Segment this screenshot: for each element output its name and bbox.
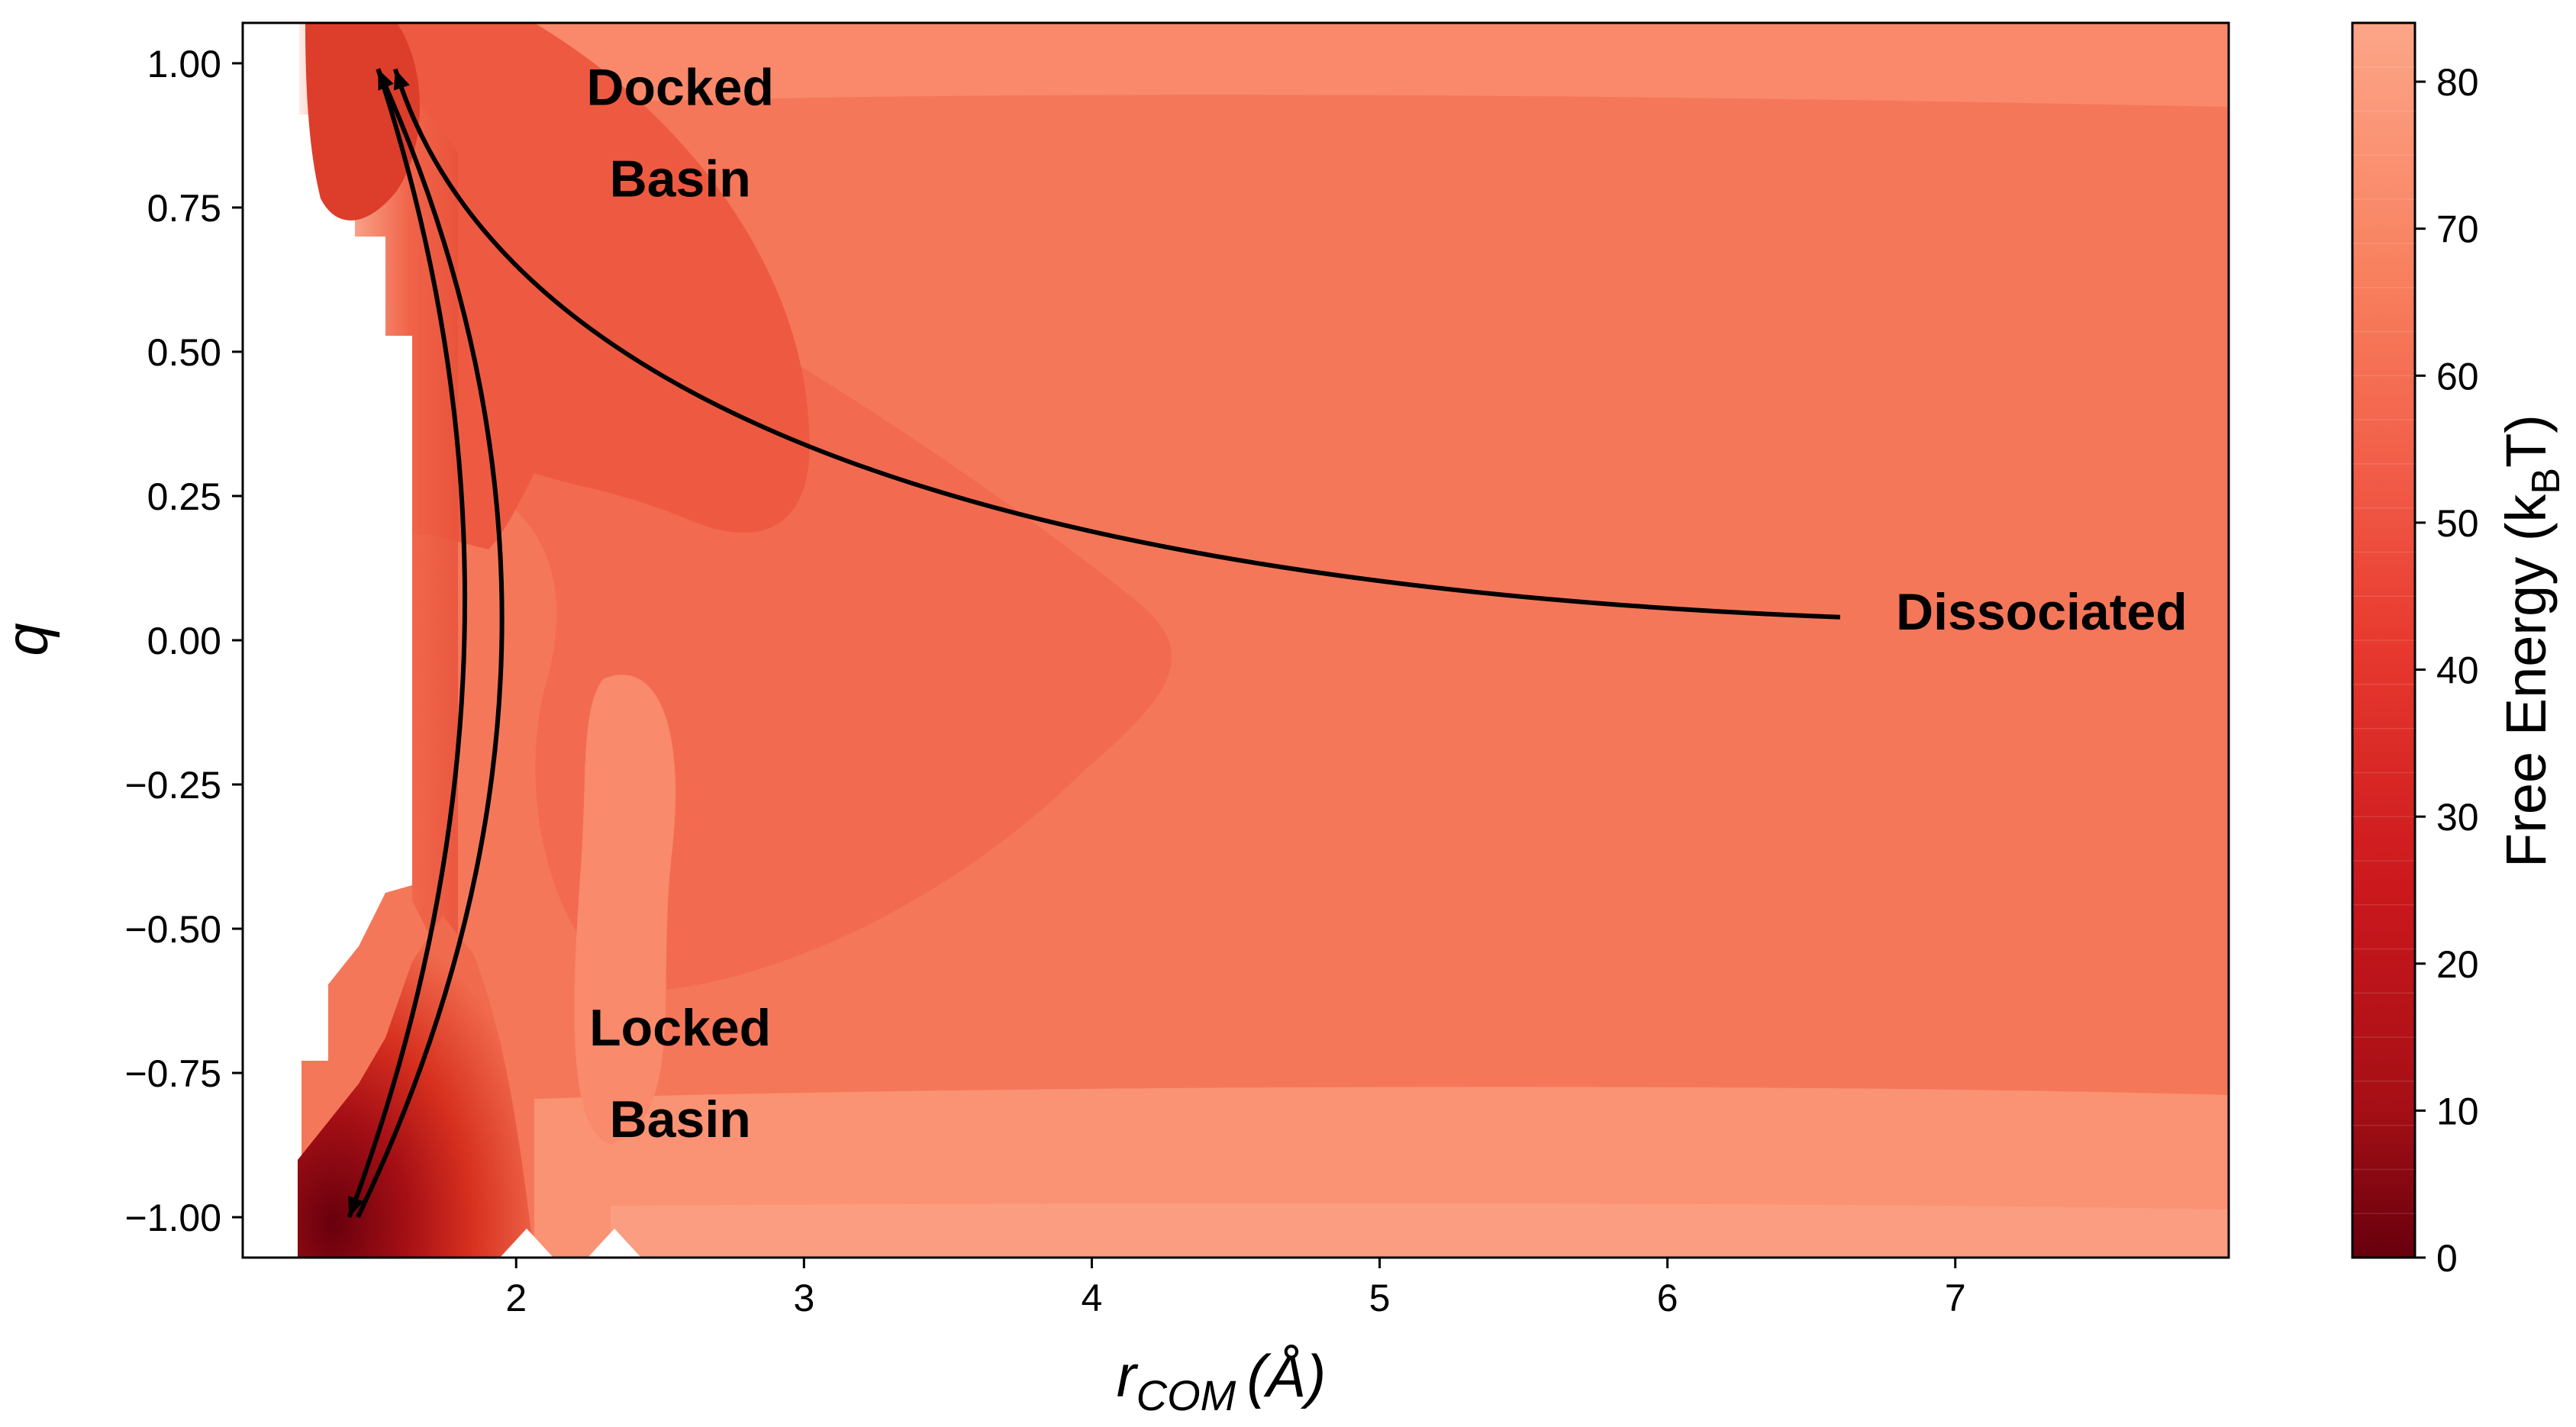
pathway-curve xyxy=(347,68,467,1219)
upper-light-band xyxy=(458,23,2229,107)
annotation-label: Dissociated xyxy=(1896,583,2188,641)
y-tick-label: 0.50 xyxy=(147,331,221,374)
y-tick-label: 0.75 xyxy=(147,187,221,230)
x-tick-label: 7 xyxy=(1945,1277,1966,1319)
pathway-curve xyxy=(392,68,1841,620)
colorbar-tick-label: 20 xyxy=(2436,943,2479,986)
bottom-notch-left xyxy=(500,1229,553,1258)
y-tick-label: −0.25 xyxy=(124,764,221,807)
colorbar-tick-label: 80 xyxy=(2436,61,2479,104)
colorbar-title: Free Energy (kBT) xyxy=(2494,414,2568,868)
y-tick-label: 0.25 xyxy=(147,475,221,518)
colorbar-tick-label: 50 xyxy=(2436,502,2479,545)
colorbar-tick-label: 40 xyxy=(2436,649,2479,692)
colorbar-tick-label: 30 xyxy=(2436,796,2479,839)
x-tick-label: 3 xyxy=(793,1277,814,1319)
x-axis-title: rCOM (Å) xyxy=(1117,1342,1327,1419)
colorbar-tick-label: 60 xyxy=(2436,355,2479,398)
pathway-arrows xyxy=(347,68,1841,1219)
light-lobe xyxy=(574,675,676,1145)
lower-lightest-band xyxy=(611,1203,2229,1258)
y-tick-label: −1.00 xyxy=(124,1197,221,1239)
colorbar xyxy=(2351,21,2416,1259)
colorbar-level-lines xyxy=(2352,66,2415,1214)
pathway-curve xyxy=(356,68,505,1219)
y-tick-label: 0.00 xyxy=(147,620,221,662)
annotations: Docked Basin Locked Basin Dissociated xyxy=(586,59,2187,1148)
x-axis-ticks: 2 3 4 5 6 7 xyxy=(505,1258,1966,1319)
y-tick-label: 1.00 xyxy=(147,43,221,85)
annotation-label: Basin xyxy=(610,150,751,208)
annotation-label: Basin xyxy=(610,1090,751,1148)
y-tick-label: −0.75 xyxy=(124,1052,221,1095)
bottom-notch-right xyxy=(588,1229,641,1258)
x-tick-label: 4 xyxy=(1082,1277,1103,1319)
annotation-label: Locked xyxy=(589,999,771,1057)
y-axis-ticks: 1.00 0.75 0.50 0.25 0.00 −0.25 −0.50 −0.75 −1.00 xyxy=(124,43,243,1239)
docked-basin-core xyxy=(305,23,420,221)
x-tick-label: 2 xyxy=(505,1277,527,1319)
x-tick-label: 5 xyxy=(1369,1277,1391,1319)
y-tick-label: −0.50 xyxy=(124,908,221,951)
contour-plot-area xyxy=(243,23,2229,1258)
y-axis-title: q xyxy=(0,623,60,656)
pathway-arrowhead xyxy=(348,1195,364,1218)
annotation-label: Docked xyxy=(586,59,774,117)
colorbar-tick-label: 0 xyxy=(2436,1237,2458,1280)
colorbar-tick-label: 70 xyxy=(2436,208,2479,251)
colorbar-tick-label: 10 xyxy=(2436,1090,2479,1132)
pathway-arrowhead xyxy=(393,69,410,91)
undefined-region xyxy=(243,23,412,1258)
x-tick-label: 6 xyxy=(1657,1277,1678,1319)
steep-edge-strip xyxy=(299,23,458,992)
colorbar-ticks: 0 10 20 30 40 50 60 70 80 xyxy=(2415,61,2479,1280)
